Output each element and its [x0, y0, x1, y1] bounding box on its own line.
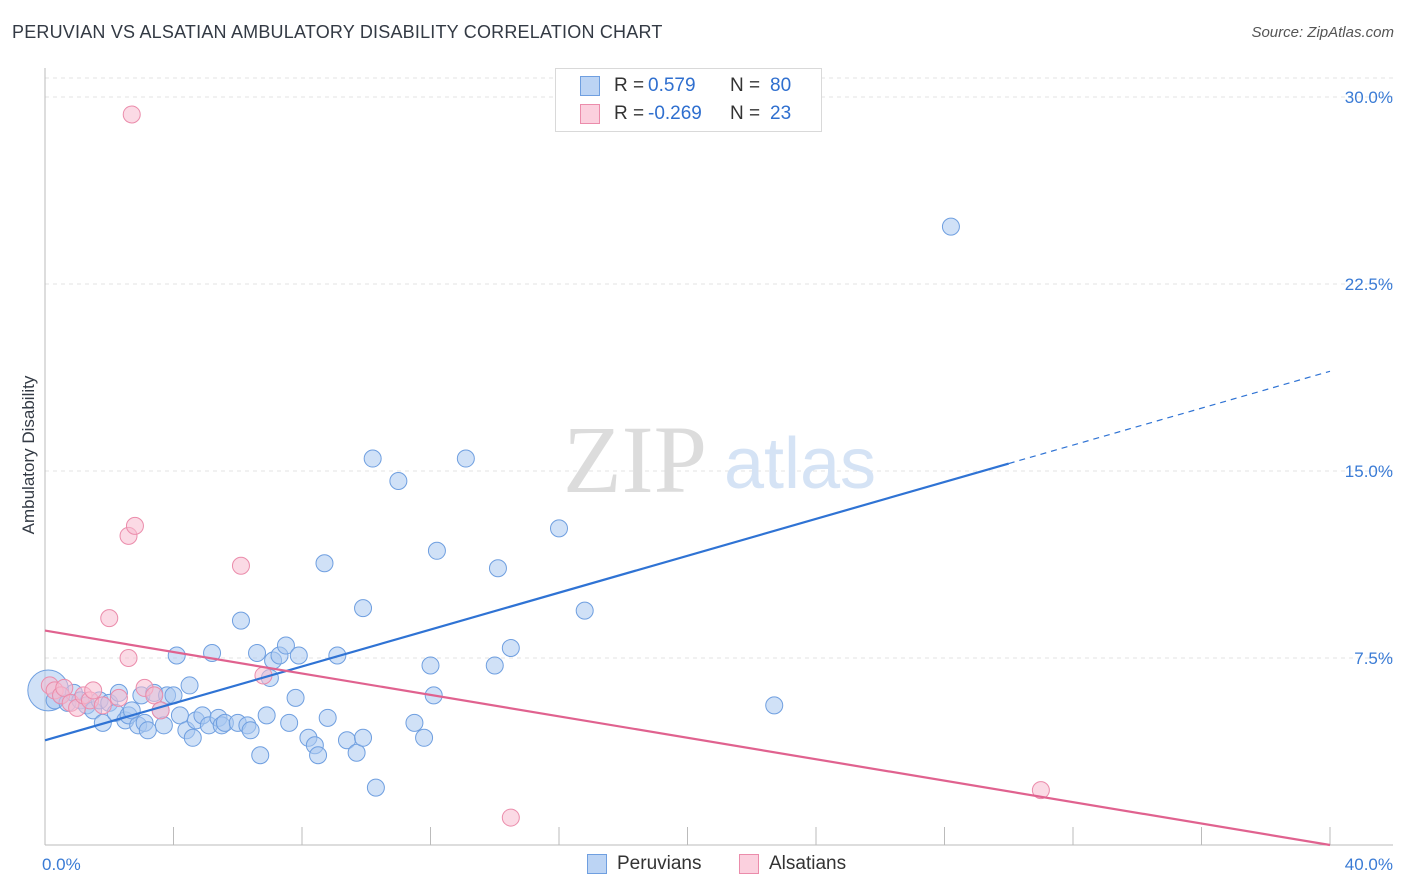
- peruvian-point: [286, 688, 305, 707]
- peruvian-point: [170, 706, 189, 725]
- alsatian-point: [84, 681, 103, 700]
- watermark-zip: ZIP: [563, 406, 707, 513]
- peruvians-swatch: [580, 76, 600, 96]
- peruvian-point: [138, 721, 157, 740]
- r-value: -0.269: [648, 103, 702, 124]
- tick-label-layer: 7.5% 15.0% 22.5% 30.0% 0.0% 40.0%: [42, 88, 1393, 874]
- peruvian-point: [501, 639, 520, 658]
- x-tick-label-max: 40.0%: [1345, 855, 1393, 874]
- alsatian-point: [231, 556, 250, 575]
- peruvian-point: [354, 599, 373, 618]
- alsatian-point: [109, 688, 128, 707]
- peruvian-point: [421, 656, 440, 675]
- peruvian-point: [315, 554, 334, 573]
- peruvian-point: [241, 721, 260, 740]
- peruvian-point: [154, 716, 173, 735]
- n-label: N =: [730, 75, 761, 96]
- y-tick-label: 15.0%: [1345, 462, 1393, 481]
- x-tick-label-min: 0.0%: [42, 855, 81, 874]
- peruvian-point: [257, 706, 276, 725]
- watermark-atlas: atlas: [724, 424, 876, 504]
- peruvian-point: [427, 541, 446, 560]
- n-label: N =: [730, 103, 761, 124]
- peruvian-point: [347, 743, 366, 762]
- points-layer: [27, 105, 1050, 827]
- alsatians-trend-line: [44, 629, 1331, 847]
- axis-layer: [44, 68, 1393, 846]
- y-tick-label: 30.0%: [1345, 88, 1393, 107]
- peruvian-point: [276, 636, 295, 655]
- peruvian-point: [488, 559, 507, 578]
- peruvian-point: [251, 746, 270, 765]
- peruvian-point: [167, 646, 186, 665]
- alsatian-point: [55, 678, 74, 697]
- peruvian-point: [575, 601, 594, 620]
- peruvian-point: [456, 449, 475, 468]
- peruvian-point: [318, 708, 337, 727]
- source-label: Source: ZipAtlas.com: [1251, 24, 1394, 41]
- peruvian-point: [485, 656, 504, 675]
- peruvian-point: [941, 217, 960, 236]
- alsatian-point: [122, 105, 141, 124]
- alsatian-point: [1031, 781, 1050, 800]
- peruvian-point: [248, 644, 267, 663]
- n-value: 23: [770, 103, 792, 124]
- y-tick-label: 7.5%: [1354, 649, 1393, 668]
- alsatians-swatch: [580, 104, 600, 124]
- peruvian-point: [180, 676, 199, 695]
- peruvian-point: [354, 728, 373, 747]
- chart-title: PERUVIAN VS ALSATIAN AMBULATORY DISABILI…: [12, 22, 663, 42]
- alsatian-point: [125, 516, 144, 535]
- trend-layer: [44, 370, 1331, 847]
- legend-label-alsatians: Alsatians: [769, 853, 847, 874]
- alsatians-legend-swatch: [739, 854, 759, 874]
- alsatian-point: [501, 808, 520, 827]
- stats-row-peruvians: R = 0.579 N = 80: [580, 74, 791, 98]
- watermark: ZIP atlas: [563, 406, 876, 513]
- peruvian-point: [405, 713, 424, 732]
- peruvian-point: [765, 696, 784, 715]
- y-tick-label: 22.5%: [1345, 275, 1393, 294]
- legend-item-alsatians[interactable]: Alsatians: [739, 852, 846, 876]
- n-value: 80: [770, 75, 792, 96]
- alsatian-point: [93, 696, 112, 715]
- legend-label-peruvians: Peruvians: [617, 853, 702, 874]
- peruvian-point: [280, 713, 299, 732]
- peruvian-point: [289, 646, 308, 665]
- alsatian-point: [145, 686, 164, 705]
- r-value: 0.579: [648, 75, 696, 96]
- stats-row-alsatians: R = -0.269 N = 23: [580, 102, 791, 126]
- peruvians-legend-swatch: [587, 854, 607, 874]
- r-label: R =: [614, 75, 645, 96]
- peruvian-point: [363, 449, 382, 468]
- peruvian-point: [309, 746, 328, 765]
- peruvian-point: [183, 728, 202, 747]
- peruvian-point: [366, 778, 385, 797]
- legend-item-peruvians[interactable]: Peruvians: [587, 852, 702, 876]
- peruvians-trend-extension: [1008, 370, 1331, 465]
- alsatian-point: [119, 649, 138, 667]
- peruvian-point: [389, 471, 408, 490]
- peruvians-trend-line: [44, 462, 1010, 742]
- r-label: R =: [614, 103, 645, 124]
- alsatian-point: [100, 609, 119, 628]
- peruvian-point: [231, 611, 250, 630]
- peruvian-point: [415, 728, 434, 747]
- peruvian-point: [550, 519, 568, 538]
- stats-box: R = 0.579 N = 80 R = -0.269 N = 23: [555, 68, 822, 132]
